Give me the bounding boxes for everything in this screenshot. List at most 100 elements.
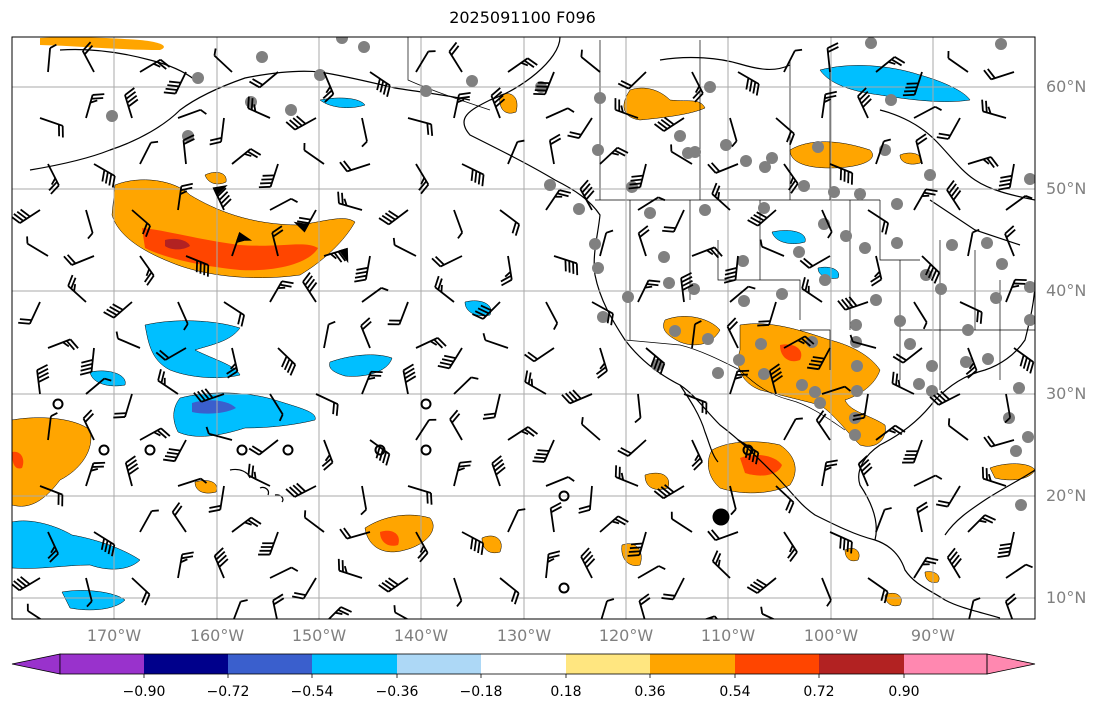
wind-barb [902,71,923,97]
wind-barb [857,455,873,487]
wind-barb [670,144,693,165]
colorbar-tick-label: −0.18 [459,684,503,700]
wind-barb [967,156,999,169]
wind-barb [177,301,189,331]
wind-barb [249,71,279,89]
wind-barb [339,160,371,173]
wind-barb [63,254,95,266]
wind-barb [891,371,915,395]
positive-anomaly-region [499,93,518,114]
wind-barb [507,139,525,165]
wind-barb [277,347,297,376]
lon-label: 100°W [803,626,859,645]
wind-barb [93,531,116,557]
wind-barb [323,320,336,349]
wind-barb [746,577,777,594]
wind-barb [580,547,596,579]
wind-barb [936,117,961,140]
wind-barb [567,117,593,140]
positive-anomaly-region [623,87,706,121]
arctic-coast [659,56,791,70]
wind-barbs [12,41,1035,619]
colorbar-segment [228,654,312,674]
province-borders [599,40,831,200]
wind-barb [799,255,831,269]
wind-barb [231,599,248,619]
wind-barb [875,138,892,165]
strong-positive-anomaly-region [740,454,782,476]
colorbar-segment [481,654,566,674]
wind-barb [12,208,41,224]
wind-barb [578,485,593,514]
wind-barb [1005,278,1027,303]
wind-barb [115,331,141,349]
wind-barb [491,455,506,487]
wind-barb [857,87,872,119]
wind-barb [852,393,869,421]
colorbar-segment [650,654,735,674]
wind-barb [507,57,538,73]
wind-barb [747,209,777,227]
wind-barb [208,485,225,513]
wind-barb [947,418,969,441]
positive-anomaly-region [737,323,886,447]
wind-barb [614,465,639,487]
wind-barb [231,231,253,257]
colorbar-segment [144,654,228,674]
wind-barb [815,410,831,441]
wind-barb [829,163,854,185]
north-america-west-coast [463,37,1001,619]
wind-barb [783,48,803,73]
wind-barb [453,376,479,395]
wind-barb [729,285,756,303]
wind-barb [247,96,271,119]
wind-barb [627,531,647,557]
wind-barb [783,417,803,441]
wind-barb [499,577,520,605]
wind-barb [580,49,601,73]
very-strong-positive-anomaly-region [165,238,190,250]
wind-barb [737,439,760,465]
wind-barb [507,508,526,533]
wind-barb [482,332,509,349]
wind-barb [321,439,334,471]
wind-barb [163,439,187,463]
wind-barb [361,370,383,395]
wind-barb [683,393,708,415]
wind-barb [39,117,64,138]
wind-barb [47,163,60,195]
wind-barb [711,182,731,211]
wind-barb [26,603,49,619]
wind-barb [453,460,472,487]
wind-barb [269,566,299,579]
wind-barb [595,347,608,379]
negative-anomaly-region [12,520,141,570]
wind-barb [212,184,232,211]
wind-barb [124,455,140,487]
colorbar-segment [904,654,987,674]
caribbean-coast [944,469,1035,536]
coastlines [29,37,1035,619]
wind-barb [272,593,285,619]
wind-barb [545,107,575,119]
wind-barb [157,369,179,395]
wind-barb [637,196,666,211]
wind-barb [271,225,284,257]
negative-anomaly-region [144,320,241,378]
wind-barb [981,466,1007,487]
wind-barb [921,255,941,284]
wind-barb [113,393,133,419]
wind-barb [826,42,839,73]
wind-barb [124,87,139,119]
wind-barb [967,228,980,257]
wind-barb [231,148,262,165]
lon-label: 160°W [189,626,245,645]
wind-barb [139,58,171,73]
wind-barb [707,529,739,542]
wind-barb [193,388,225,403]
wind-barb [821,209,833,239]
wind-barb [177,551,194,579]
lat-label: 30°N [1046,384,1087,403]
wind-barb [691,615,723,619]
